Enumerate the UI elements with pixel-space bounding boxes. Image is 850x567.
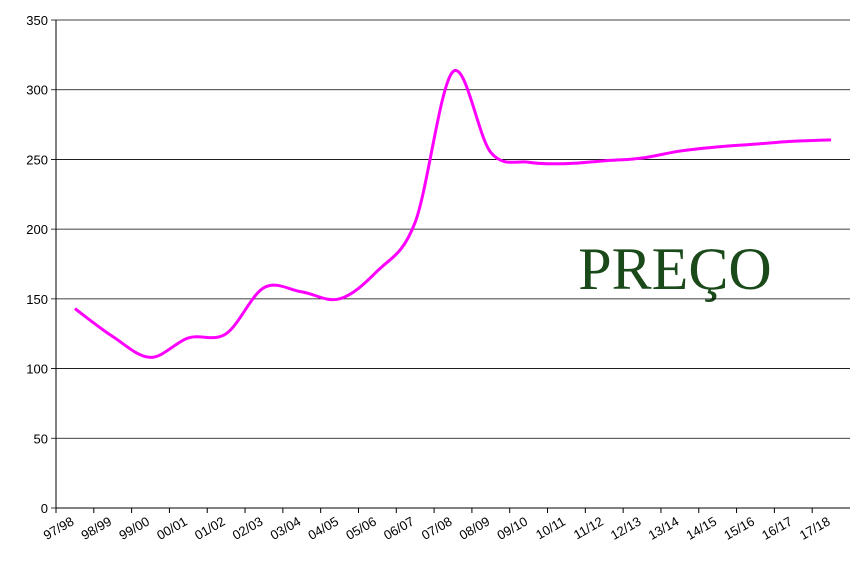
- line: [74, 69, 832, 359]
- x-tick-label: 12/13: [608, 514, 644, 543]
- x-tick-label: 03/04: [268, 514, 304, 543]
- x-tick-label: 09/10: [494, 514, 530, 543]
- x-tick-label: 04/05: [305, 514, 341, 543]
- y-tick-label: 250: [26, 152, 48, 167]
- y-tick-label: 150: [26, 292, 48, 307]
- x-tick-label: 01/02: [192, 514, 228, 543]
- x-tick-label: 06/07: [381, 514, 417, 543]
- x-tick-label: 16/17: [759, 514, 795, 543]
- y-tick-label: 200: [26, 222, 48, 237]
- x-tick-label: 13/14: [646, 514, 682, 543]
- x-tick-label: 11/12: [571, 514, 606, 543]
- x-tick-label: 98/99: [79, 514, 115, 543]
- y-tick-label: 50: [34, 431, 48, 446]
- x-tick-label: 97/98: [41, 514, 77, 543]
- x-tick-label: 99/00: [116, 514, 152, 543]
- y-tick-label: 350: [26, 13, 48, 28]
- x-tick-label: 07/08: [419, 514, 455, 543]
- x-tick-label: 05/06: [343, 514, 379, 543]
- y-tick-label: 0: [41, 501, 48, 516]
- x-tick-label: 15/16: [721, 514, 757, 543]
- x-tick-label: 10/11: [533, 514, 568, 543]
- y-tick-label: 300: [26, 83, 48, 98]
- x-tick-label: 02/03: [230, 514, 266, 543]
- x-tick-label: 08/09: [457, 514, 493, 543]
- x-tick-label: 17/18: [797, 514, 833, 543]
- annotation: PREÇO: [578, 236, 771, 302]
- y-tick-label: 100: [26, 362, 48, 377]
- x-tick-label: 00/01: [154, 514, 190, 543]
- x-tick-label: 14/15: [683, 514, 719, 543]
